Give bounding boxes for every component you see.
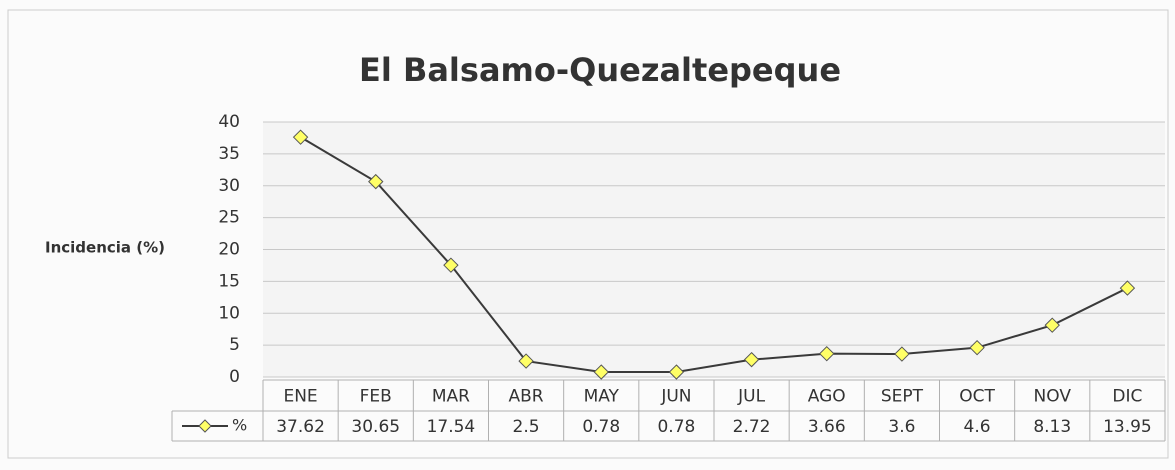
table-value: 2.72 [733,417,771,437]
y-tick-label: 25 [218,208,240,228]
table-value: 2.5 [513,417,540,437]
marker [969,339,985,356]
table-value: 13.95 [1103,417,1152,437]
marker [593,364,609,380]
x-tick-label: MAR [432,387,470,407]
x-tick-label: ENE [283,387,317,407]
x-tick-label: FEB [360,387,392,407]
marker [368,173,384,190]
x-tick-label: DIC [1112,387,1142,407]
table-value: 17.54 [427,417,476,437]
legend-label: % [232,416,247,435]
marker [1044,317,1060,333]
table-value: 0.78 [657,417,695,437]
marker [518,353,534,369]
x-tick-label: MAY [584,387,620,407]
marker [292,129,309,145]
x-tick-label: SEPT [881,387,924,407]
marker [668,364,685,380]
table-value: 8.13 [1033,417,1071,437]
table-value: 37.62 [276,417,325,437]
x-tick-label: OCT [959,387,995,407]
chart-title: El Balsamo-Quezaltepeque [359,51,841,89]
y-tick-label: 20 [218,240,240,260]
y-axis-label: Incidencia (%) [45,239,165,257]
table-value: 3.66 [808,417,846,437]
table-value: 0.78 [582,417,620,437]
marker [894,346,910,362]
y-tick-label: 5 [229,335,240,355]
marker [443,257,459,273]
marker [819,345,835,362]
table-value: 3.6 [888,417,915,437]
marker [1119,280,1136,296]
marker [743,351,760,368]
line [300,136,1128,374]
y-tick-label: 0 [229,367,240,387]
y-tick-label: 40 [218,112,240,132]
y-tick-label: 30 [218,176,240,196]
x-tick-label: JUN [660,387,691,407]
x-tick-label: JUL [737,387,765,407]
y-tick-label: 35 [218,144,240,164]
x-tick-label: NOV [1034,387,1072,407]
y-tick-label: 10 [218,303,240,323]
table-value: 4.6 [964,417,991,437]
legend-marker [198,419,212,433]
x-tick-label: ABR [509,387,544,407]
y-tick-label: 15 [218,271,240,291]
table-value: 30.65 [351,417,400,437]
x-tick-label: AGO [808,387,846,407]
